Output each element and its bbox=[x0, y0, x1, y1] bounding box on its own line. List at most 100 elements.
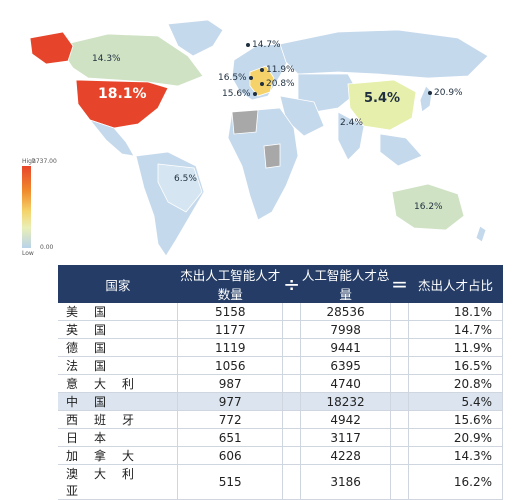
label-japan: 20.9% bbox=[426, 88, 463, 98]
cell-total: 4740 bbox=[300, 374, 392, 393]
cell-total: 6395 bbox=[300, 356, 392, 375]
cell-country: 英国 bbox=[58, 320, 179, 339]
cell-spacer bbox=[282, 428, 302, 447]
cell-spacer bbox=[390, 428, 410, 447]
cell-total: 3117 bbox=[300, 428, 392, 447]
label-australia: 16.2% bbox=[414, 202, 443, 212]
canada-shape bbox=[57, 33, 204, 87]
cell-spacer bbox=[282, 320, 302, 339]
india-shape bbox=[337, 111, 365, 161]
cell-total: 18232 bbox=[300, 392, 392, 411]
header-top-talent: 杰出人工智能人才数量 bbox=[177, 265, 283, 303]
header-ratio: 杰出人才占比 bbox=[408, 265, 503, 303]
legend-low-label: Low bbox=[22, 250, 34, 257]
table-row: 日本 651 3117 20.9% bbox=[58, 428, 503, 447]
legend-color-scale bbox=[22, 166, 31, 248]
header-total: 人工智能人才总量 bbox=[300, 265, 391, 303]
cell-spacer bbox=[390, 374, 410, 393]
cell-spacer bbox=[282, 410, 302, 429]
cell-spacer bbox=[390, 338, 410, 357]
cell-top-talent: 1056 bbox=[177, 356, 284, 375]
cell-ratio: 16.2% bbox=[408, 464, 503, 500]
marker-dot-icon bbox=[260, 81, 264, 86]
label-france: 16.5% bbox=[218, 73, 255, 83]
cell-top-talent: 651 bbox=[177, 428, 284, 447]
cell-total: 7998 bbox=[300, 320, 392, 339]
cell-ratio: 16.5% bbox=[408, 356, 503, 375]
cell-top-talent: 606 bbox=[177, 446, 284, 465]
cell-spacer bbox=[390, 392, 410, 411]
marker-dot-icon bbox=[260, 67, 264, 72]
brazil-shape bbox=[157, 163, 203, 213]
se-asia-shape bbox=[379, 133, 423, 167]
table-row: 中国 977 18232 5.4% bbox=[58, 392, 503, 411]
cell-top-talent: 977 bbox=[177, 392, 284, 411]
table-row: 德国 1119 9441 11.9% bbox=[58, 338, 503, 357]
cell-ratio: 11.9% bbox=[408, 338, 503, 357]
equals-icon: = bbox=[390, 265, 409, 303]
cell-total: 4228 bbox=[300, 446, 392, 465]
cell-spacer bbox=[390, 303, 410, 321]
cell-spacer bbox=[390, 446, 410, 465]
new-zealand-shape bbox=[475, 225, 487, 243]
cell-spacer bbox=[390, 410, 410, 429]
africa-grey-shape-2 bbox=[263, 143, 281, 169]
cell-ratio: 20.8% bbox=[408, 374, 503, 393]
marker-dot-icon bbox=[252, 91, 257, 96]
cell-spacer bbox=[282, 392, 302, 411]
label-brazil: 6.5% bbox=[174, 174, 197, 184]
cell-top-talent: 5158 bbox=[177, 303, 284, 321]
cell-country: 法国 bbox=[58, 356, 179, 375]
label-usa: 18.1% bbox=[98, 86, 147, 102]
cell-top-talent: 1119 bbox=[177, 338, 284, 357]
cell-spacer bbox=[390, 464, 410, 500]
africa-shape bbox=[227, 107, 299, 221]
cell-ratio: 15.6% bbox=[408, 410, 503, 429]
cell-spacer bbox=[282, 464, 302, 500]
mexico-shape bbox=[88, 119, 135, 157]
marker-dot-icon bbox=[246, 42, 250, 47]
legend-high-label: High bbox=[22, 158, 36, 165]
table-row: 意大利 987 4740 20.8% bbox=[58, 374, 503, 393]
table-row: 澳大利亚 515 3186 16.2% bbox=[58, 464, 503, 500]
cell-country: 日本 bbox=[58, 428, 179, 447]
cell-country: 中国 bbox=[58, 392, 179, 411]
divide-icon: ÷ bbox=[282, 265, 301, 303]
label-china: 5.4% bbox=[364, 91, 401, 106]
greenland-shape bbox=[167, 19, 224, 57]
cell-total: 9441 bbox=[300, 338, 392, 357]
table-row: 美国 5158 28536 18.1% bbox=[58, 303, 503, 321]
africa-grey-shape bbox=[231, 109, 259, 135]
cell-spacer bbox=[390, 320, 410, 339]
usa-shape bbox=[75, 79, 169, 129]
cell-country: 美国 bbox=[58, 303, 179, 321]
marker-dot-icon bbox=[248, 75, 253, 80]
cell-spacer bbox=[282, 374, 302, 393]
australia-shape bbox=[391, 183, 465, 231]
cell-total: 3186 bbox=[300, 464, 392, 500]
cell-top-talent: 987 bbox=[177, 374, 284, 393]
legend-low-value: 0.00 bbox=[40, 244, 54, 251]
table-row: 英国 1177 7998 14.7% bbox=[58, 320, 503, 339]
europe-highlight-shape bbox=[249, 65, 275, 97]
label-india: 2.4% bbox=[340, 118, 363, 128]
cell-spacer bbox=[282, 338, 302, 357]
cell-country: 澳大利亚 bbox=[58, 464, 179, 500]
cell-ratio: 18.1% bbox=[408, 303, 503, 321]
cell-spacer bbox=[390, 356, 410, 375]
cell-spacer bbox=[282, 356, 302, 375]
cell-country: 西班牙 bbox=[58, 410, 179, 429]
header-country: 国家 bbox=[58, 265, 178, 303]
cell-ratio: 5.4% bbox=[408, 392, 503, 411]
cell-ratio: 20.9% bbox=[408, 428, 503, 447]
cell-top-talent: 1177 bbox=[177, 320, 284, 339]
legend-high-value: 2737.00 bbox=[32, 158, 57, 165]
label-germany: 11.9% bbox=[258, 65, 295, 75]
table-row: 西班牙 772 4942 15.6% bbox=[58, 410, 503, 429]
table-row: 法国 1056 6395 16.5% bbox=[58, 356, 503, 375]
talent-table: 国家 杰出人工智能人才数量 ÷ 人工智能人才总量 = 杰出人才占比 美国 5158… bbox=[58, 265, 503, 500]
map-shapes bbox=[29, 19, 489, 257]
map-legend: High 2737.00 Low 0.00 bbox=[22, 158, 82, 258]
cell-ratio: 14.3% bbox=[408, 446, 503, 465]
russia-shape bbox=[279, 29, 489, 79]
